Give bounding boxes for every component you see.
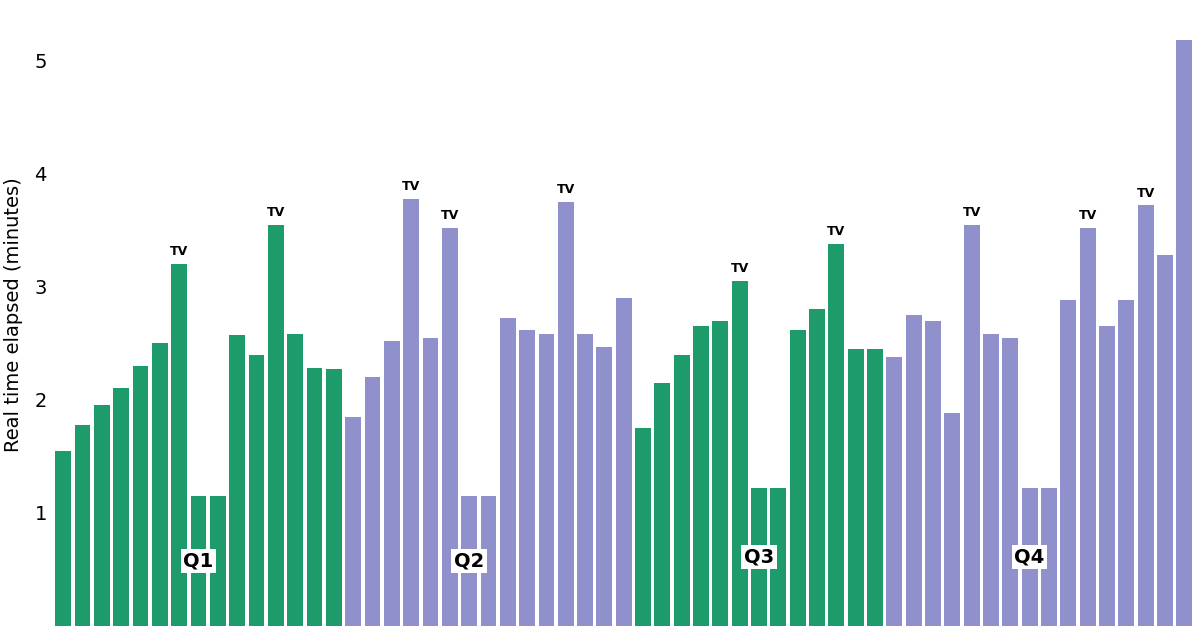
Bar bbox=[790, 329, 805, 626]
Text: Q2: Q2 bbox=[454, 551, 485, 570]
Text: TV: TV bbox=[962, 206, 980, 219]
Bar bbox=[1021, 488, 1038, 626]
Bar bbox=[616, 298, 631, 626]
Bar bbox=[887, 357, 902, 626]
Text: TV: TV bbox=[1079, 209, 1097, 222]
Bar bbox=[847, 349, 864, 626]
Bar bbox=[74, 425, 90, 626]
Text: Q3: Q3 bbox=[744, 547, 774, 566]
Bar bbox=[210, 496, 226, 626]
Text: TV: TV bbox=[827, 225, 846, 238]
Text: TV: TV bbox=[402, 180, 420, 193]
Bar bbox=[442, 228, 457, 626]
Bar bbox=[654, 383, 671, 626]
Bar bbox=[558, 202, 574, 626]
Text: TV: TV bbox=[557, 183, 575, 197]
Bar bbox=[94, 406, 110, 626]
Bar bbox=[635, 428, 650, 626]
Bar bbox=[403, 198, 419, 626]
Bar bbox=[964, 224, 979, 626]
Bar bbox=[751, 488, 767, 626]
Bar bbox=[673, 355, 690, 626]
Bar bbox=[596, 346, 612, 626]
Bar bbox=[1061, 301, 1076, 626]
Text: TV: TV bbox=[440, 209, 458, 222]
Bar bbox=[191, 496, 206, 626]
Bar bbox=[287, 335, 304, 626]
Bar bbox=[1002, 338, 1019, 626]
Text: TV: TV bbox=[170, 246, 188, 258]
Bar bbox=[713, 321, 728, 626]
Bar bbox=[172, 264, 187, 626]
Bar bbox=[384, 341, 400, 626]
Bar bbox=[944, 413, 960, 626]
Bar bbox=[248, 355, 264, 626]
Bar bbox=[461, 496, 478, 626]
Bar bbox=[770, 488, 786, 626]
Bar bbox=[1176, 40, 1192, 626]
Text: TV: TV bbox=[266, 206, 284, 219]
Text: TV: TV bbox=[1136, 186, 1154, 200]
Y-axis label: Real time elapsed (minutes): Real time elapsed (minutes) bbox=[4, 178, 23, 452]
Bar bbox=[1042, 488, 1057, 626]
Bar bbox=[113, 389, 130, 626]
Bar bbox=[539, 335, 554, 626]
Bar bbox=[346, 416, 361, 626]
Bar bbox=[809, 309, 824, 626]
Bar bbox=[925, 321, 941, 626]
Bar bbox=[1080, 228, 1096, 626]
Bar bbox=[229, 335, 245, 626]
Bar bbox=[520, 329, 535, 626]
Bar bbox=[828, 244, 845, 626]
Text: Q1: Q1 bbox=[184, 551, 214, 570]
Bar bbox=[365, 377, 380, 626]
Bar bbox=[1099, 326, 1115, 626]
Bar bbox=[1118, 301, 1134, 626]
Text: TV: TV bbox=[731, 263, 749, 275]
Bar bbox=[480, 496, 497, 626]
Bar bbox=[326, 369, 342, 626]
Bar bbox=[1157, 255, 1172, 626]
Bar bbox=[732, 281, 748, 626]
Bar bbox=[577, 335, 593, 626]
Bar bbox=[906, 315, 922, 626]
Bar bbox=[1138, 205, 1153, 626]
Text: Q4: Q4 bbox=[1014, 547, 1045, 566]
Bar bbox=[422, 338, 438, 626]
Bar bbox=[55, 450, 71, 626]
Bar bbox=[133, 366, 149, 626]
Bar bbox=[268, 224, 283, 626]
Bar bbox=[983, 335, 998, 626]
Bar bbox=[868, 349, 883, 626]
Bar bbox=[500, 318, 516, 626]
Bar bbox=[694, 326, 709, 626]
Bar bbox=[306, 368, 323, 626]
Bar bbox=[152, 343, 168, 626]
